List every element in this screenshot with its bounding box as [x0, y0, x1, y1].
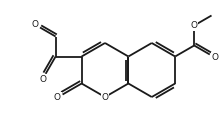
Text: O: O — [54, 93, 61, 102]
Text: O: O — [31, 20, 38, 29]
Text: O: O — [101, 92, 108, 102]
Text: O: O — [191, 21, 198, 30]
Text: O: O — [211, 53, 218, 62]
Text: O: O — [39, 74, 46, 84]
